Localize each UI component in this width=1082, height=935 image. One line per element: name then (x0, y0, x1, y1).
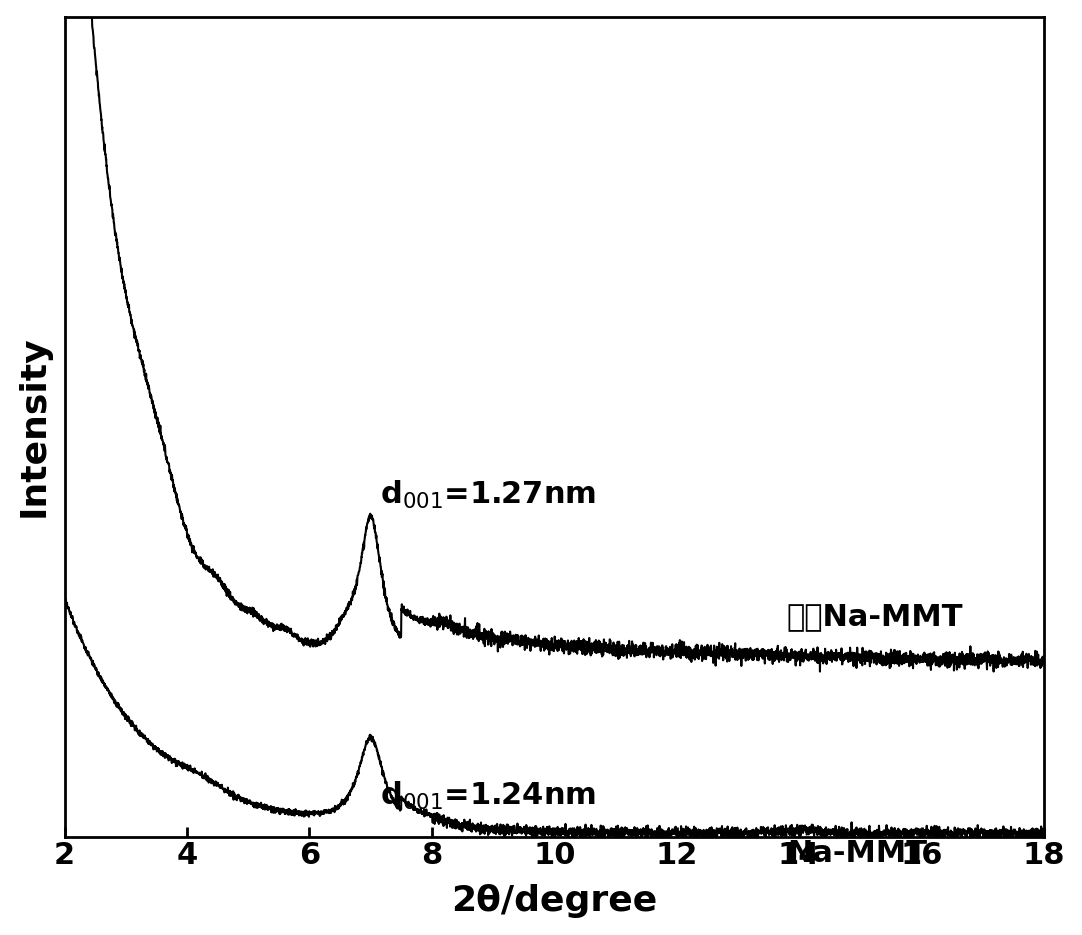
Text: d$_{001}$=1.27nm: d$_{001}$=1.27nm (380, 479, 596, 511)
Y-axis label: Intensity: Intensity (16, 336, 51, 517)
Text: 冰干Na-MMT: 冰干Na-MMT (787, 602, 963, 631)
X-axis label: 2θ/degree: 2θ/degree (451, 885, 658, 918)
Text: d$_{001}$=1.24nm: d$_{001}$=1.24nm (380, 780, 596, 813)
Text: Na-MMT: Na-MMT (787, 839, 927, 868)
